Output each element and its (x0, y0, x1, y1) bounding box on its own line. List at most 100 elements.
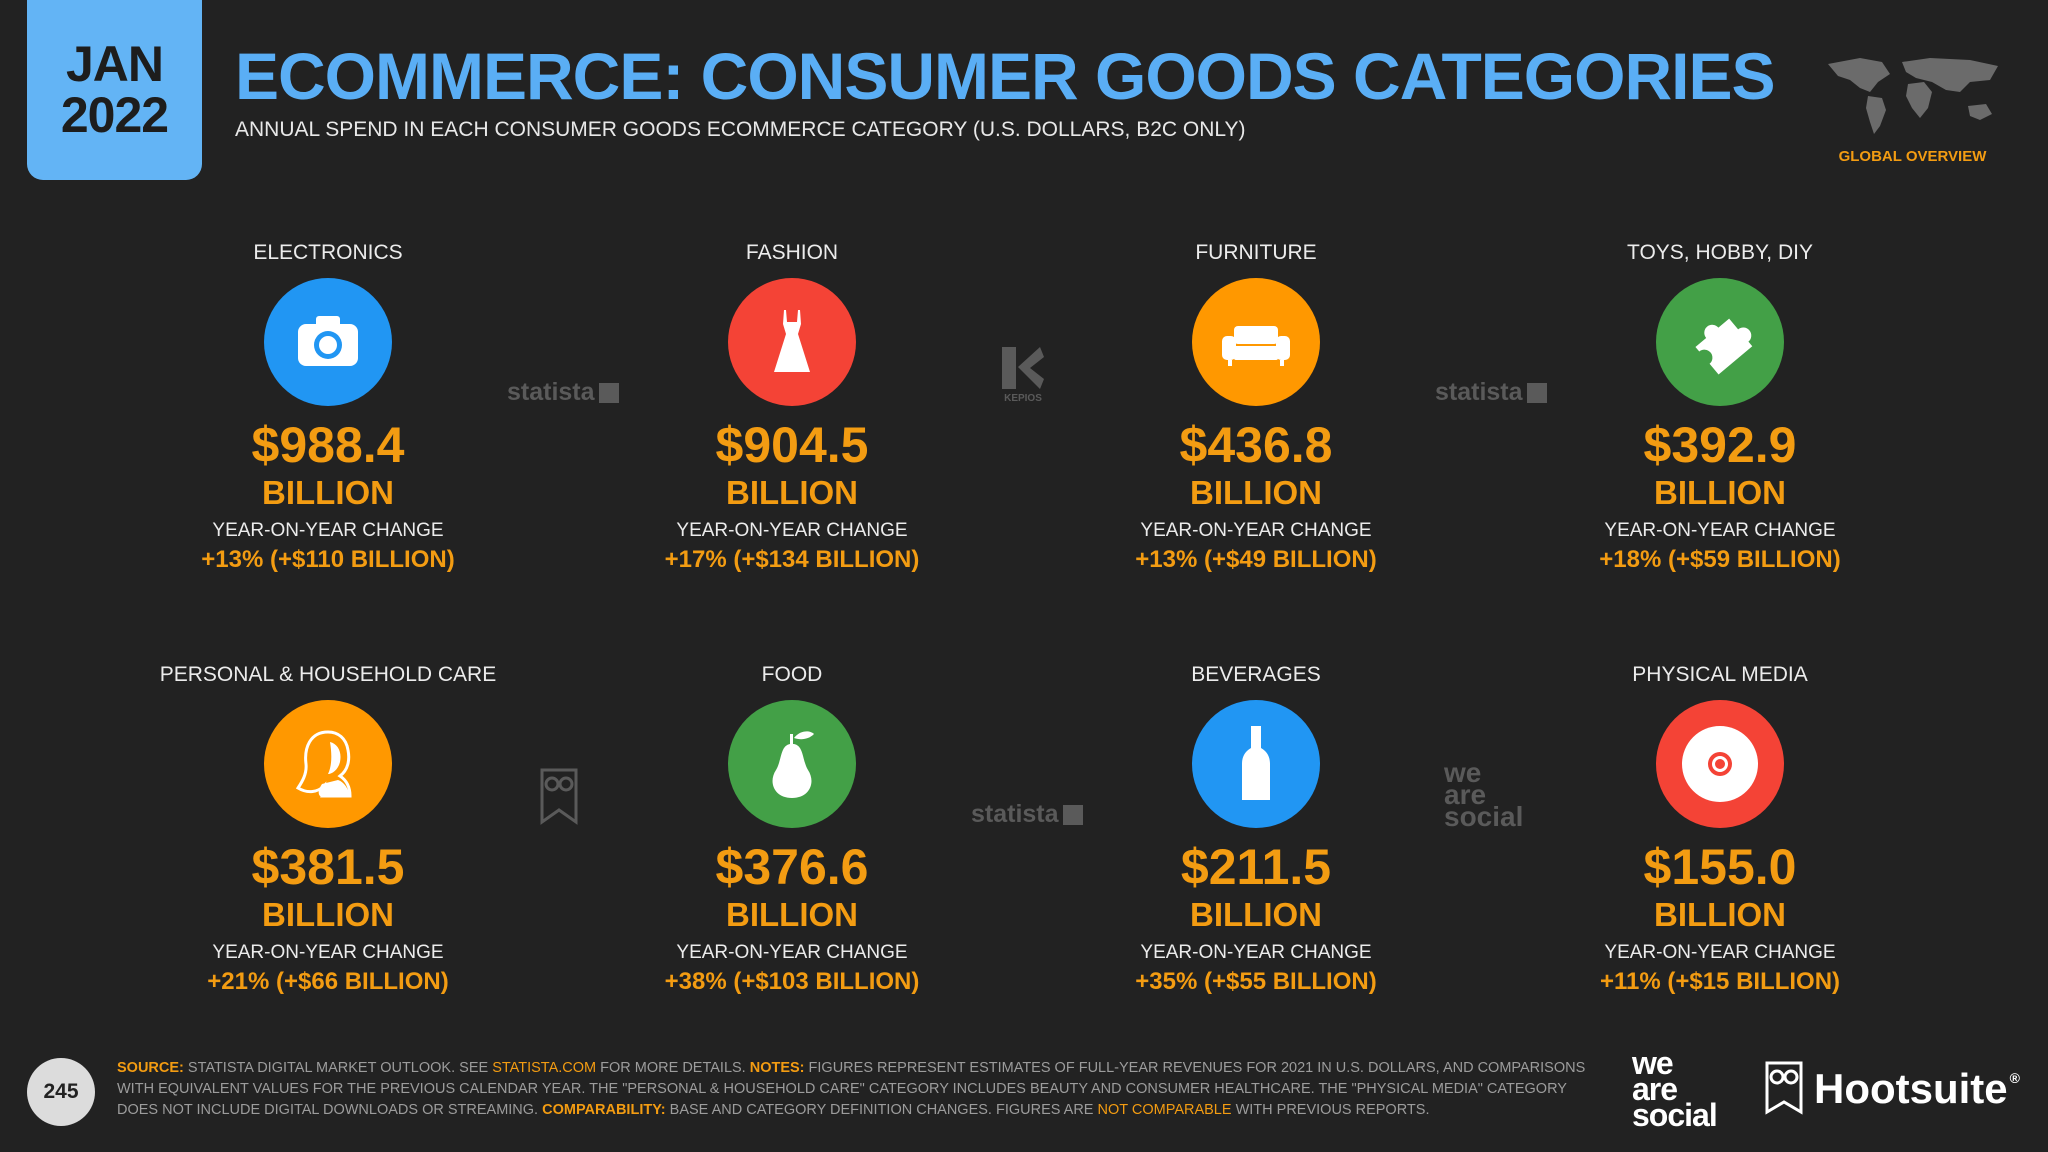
source-text-2: FOR MORE DETAILS. (596, 1060, 750, 1076)
statista-logo-icon (1062, 804, 1083, 825)
statista-watermark-3: statista (971, 800, 1083, 829)
category-value: $436.8 (1179, 417, 1333, 473)
category-value: $155.0 (1643, 839, 1797, 895)
comparability-text-2: WITH PREVIOUS REPORTS. (1231, 1102, 1430, 1118)
yoy-label: YEAR-ON-YEAR CHANGE (1604, 942, 1836, 963)
category-label: PHYSICAL MEDIA (1632, 663, 1808, 686)
statista-logo-icon (598, 382, 619, 403)
category-card-electronics: ELECTRONICS $988.4 BILLION YEAR-ON-YEAR … (108, 238, 548, 576)
yoy-label: YEAR-ON-YEAR CHANGE (1604, 520, 1836, 541)
was-line: we (1444, 757, 1482, 788)
date-month: JAN (65, 36, 164, 92)
page-title: ECOMMERCE: CONSUMER GOODS CATEGORIES (235, 39, 1776, 113)
hootsuite-owl-icon (1765, 1061, 1803, 1115)
category-unit: BILLION (1654, 896, 1786, 933)
category-label: BEVERAGES (1191, 663, 1321, 686)
notes-label: NOTES: (749, 1060, 805, 1076)
was-logo-line: we (1632, 1045, 1674, 1081)
date-year: 2022 (60, 87, 169, 143)
category-label: FASHION (745, 241, 839, 264)
category-label: TOYS, HOBBY, DIY (1627, 241, 1813, 264)
yoy-value: +35% (+$55 BILLION) (1135, 968, 1377, 995)
world-map-icon (1828, 58, 1998, 134)
yoy-label: YEAR-ON-YEAR CHANGE (676, 520, 908, 541)
category-card-fashion: FASHION $904.5 BILLION YEAR-ON-YEAR CHAN… (572, 238, 1012, 576)
pear-icon (728, 700, 856, 828)
category-unit: BILLION (262, 474, 394, 511)
source-label: SOURCE: (117, 1060, 184, 1076)
yoy-value: +11% (+$15 BILLION) (1599, 968, 1841, 995)
yoy-value: +21% (+$66 BILLION) (207, 968, 449, 995)
global-overview-label: GLOBAL OVERVIEW (1838, 148, 1987, 165)
category-label: FURNITURE (1195, 241, 1317, 264)
woman-profile-icon (264, 700, 392, 828)
yoy-label: YEAR-ON-YEAR CHANGE (1140, 520, 1372, 541)
source-link[interactable]: STATISTA.COM (492, 1060, 597, 1076)
statista-text: statista (1435, 378, 1523, 406)
category-card-personal-care: PERSONAL & HOUSEHOLD CARE $381.5 BILLION… (108, 660, 548, 998)
category-value: $904.5 (715, 417, 869, 473)
kepios-logo-icon (1002, 347, 1044, 389)
was-logo-line: are (1632, 1071, 1678, 1107)
comparability-label: COMPARABILITY: (542, 1102, 666, 1118)
statista-watermark-2: statista (1435, 378, 1547, 407)
category-label: PERSONAL & HOUSEHOLD CARE (159, 663, 497, 686)
bottle-icon (1192, 700, 1320, 828)
yoy-label: YEAR-ON-YEAR CHANGE (212, 942, 444, 963)
we-are-social-logo: we are social (1632, 1045, 1718, 1133)
page-subtitle: ANNUAL SPEND IN EACH CONSUMER GOODS ECOM… (235, 118, 1246, 141)
date-badge: JAN 2022 (27, 0, 202, 180)
disc-icon (1656, 700, 1784, 828)
category-card-toys: TOYS, HOBBY, DIY $392.9 BILLION YEAR-ON-… (1500, 238, 1940, 576)
was-line: are (1444, 779, 1487, 810)
yoy-value: +13% (+$110 BILLION) (201, 546, 455, 573)
hootsuite-text: Hootsuite (1814, 1065, 2008, 1112)
dress-icon (728, 278, 856, 406)
yoy-value: +17% (+$134 BILLION) (664, 546, 920, 573)
category-value: $376.6 (715, 839, 869, 895)
category-card-furniture: FURNITURE $436.8 BILLION YEAR-ON-YEAR CH… (1036, 238, 1476, 576)
yoy-value: +38% (+$103 BILLION) (664, 968, 920, 995)
kepios-watermark: KEPIOS (1000, 345, 1046, 404)
page-number: 245 (27, 1058, 95, 1126)
we-are-social-watermark: we are social (1444, 757, 1524, 832)
yoy-label: YEAR-ON-YEAR CHANGE (676, 942, 908, 963)
category-card-beverages: BEVERAGES $211.5 BILLION YEAR-ON-YEAR CH… (1036, 660, 1476, 998)
registered-mark: ® (2009, 1070, 2020, 1086)
comparability-text: BASE AND CATEGORY DEFINITION CHANGES. FI… (665, 1102, 1098, 1118)
footer-notes: SOURCE: STATISTA DIGITAL MARKET OUTLOOK.… (117, 1058, 1592, 1121)
source-text: STATISTA DIGITAL MARKET OUTLOOK. SEE (183, 1060, 493, 1076)
category-unit: BILLION (726, 474, 858, 511)
statista-text: statista (971, 800, 1059, 828)
not-comparable-text: NOT COMPARABLE (1097, 1102, 1232, 1118)
kepios-text: KEPIOS (1004, 393, 1042, 404)
category-label: FOOD (761, 663, 823, 686)
yoy-label: YEAR-ON-YEAR CHANGE (212, 520, 444, 541)
statista-text: statista (507, 378, 595, 406)
category-unit: BILLION (1190, 896, 1322, 933)
statista-logo-icon (1526, 382, 1547, 403)
category-unit: BILLION (1190, 474, 1322, 511)
camera-icon (264, 278, 392, 406)
puzzle-piece-icon (1656, 278, 1784, 406)
category-unit: BILLION (1654, 474, 1786, 511)
category-value: $381.5 (251, 839, 405, 895)
category-value: $392.9 (1643, 417, 1797, 473)
yoy-value: +18% (+$59 BILLION) (1599, 546, 1841, 573)
category-unit: BILLION (726, 896, 858, 933)
category-card-food: FOOD $376.6 BILLION YEAR-ON-YEAR CHANGE … (572, 660, 1012, 998)
category-unit: BILLION (262, 896, 394, 933)
yoy-value: +13% (+$49 BILLION) (1135, 546, 1377, 573)
statista-watermark: statista (507, 378, 619, 407)
yoy-label: YEAR-ON-YEAR CHANGE (1140, 942, 1372, 963)
hootsuite-owl-watermark (538, 766, 580, 828)
category-value: $211.5 (1180, 839, 1332, 895)
sofa-icon (1192, 278, 1320, 406)
was-line: social (1444, 801, 1524, 832)
category-card-physical-media: PHYSICAL MEDIA $155.0 BILLION YEAR-ON-YE… (1500, 660, 1940, 998)
hootsuite-logo: Hootsuite ® (1764, 1060, 2020, 1118)
category-value: $988.4 (251, 417, 405, 473)
category-label: ELECTRONICS (253, 241, 403, 264)
notes-text: FIGURES REPRESENT ESTIMATES OF FULL-YEAR… (117, 1060, 1586, 1118)
was-logo-line: social (1632, 1097, 1718, 1133)
